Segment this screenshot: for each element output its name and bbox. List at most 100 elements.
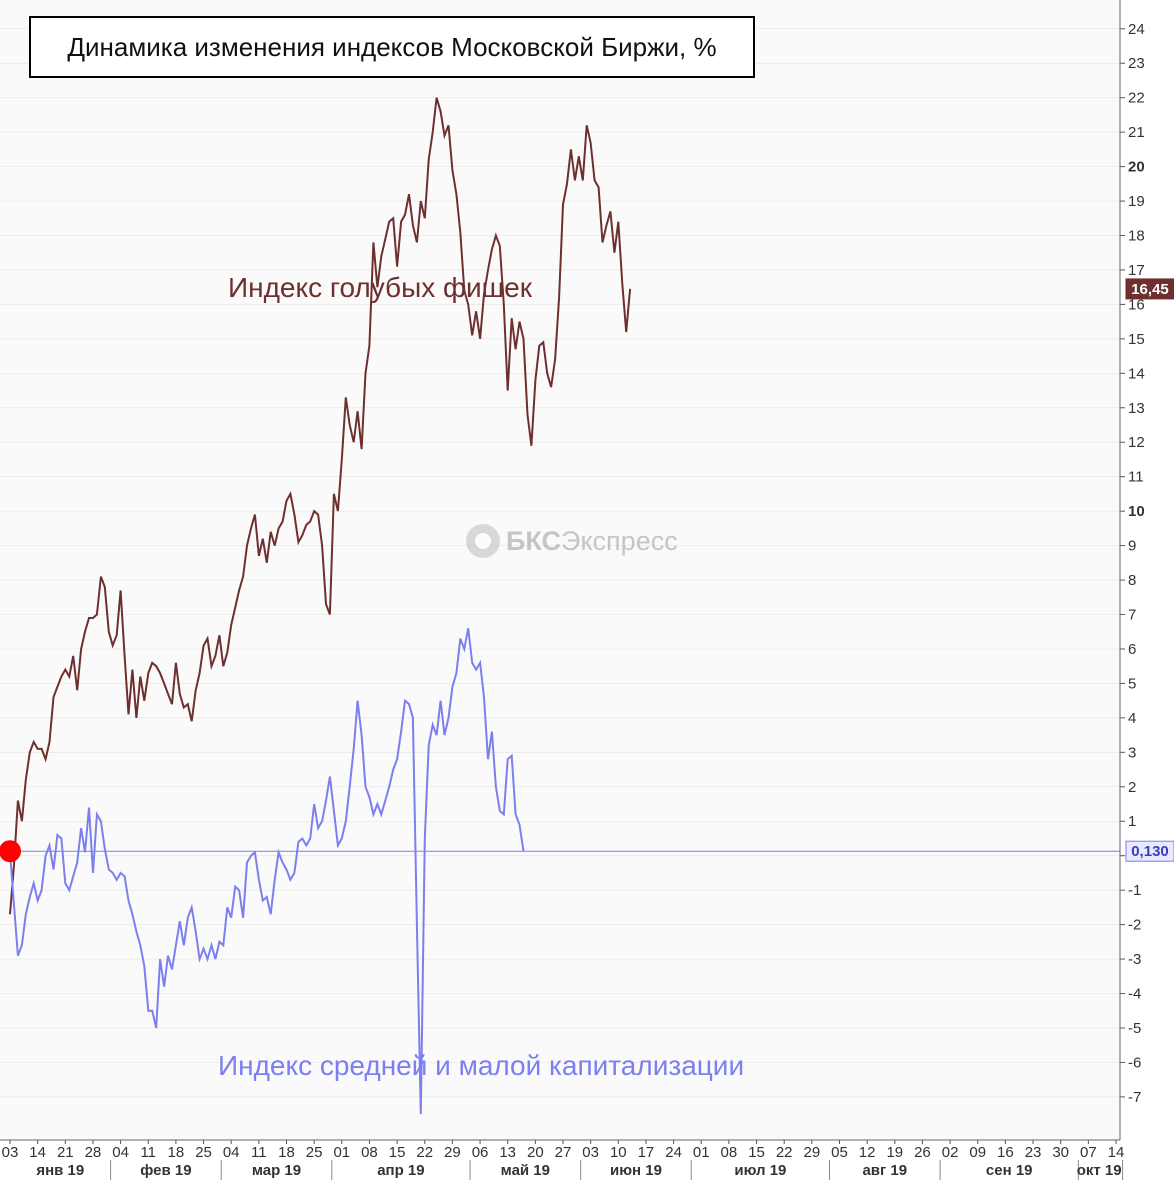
x-month-label: апр 19: [377, 1162, 424, 1179]
watermark-brand-regular: Экспресс: [561, 525, 678, 556]
x-tick-label: 13: [499, 1144, 516, 1161]
y-tick-label: -2: [1128, 917, 1141, 934]
x-month-label: май 19: [501, 1162, 550, 1179]
x-tick-label: 18: [278, 1144, 295, 1161]
x-tick-label: 15: [748, 1144, 765, 1161]
x-month-label: янв 19: [36, 1162, 84, 1179]
plot-background: [0, 0, 1120, 1140]
x-tick-label: 30: [1052, 1144, 1069, 1161]
y-tick-label: 22: [1128, 90, 1145, 107]
x-tick-label: 06: [472, 1144, 489, 1161]
x-tick-label: 28: [85, 1144, 102, 1161]
y-tick-label: 5: [1128, 675, 1136, 692]
y-axis: -7-6-5-4-3-2-101234567891011121314151617…: [1119, 0, 1145, 1140]
y-tick-label: -5: [1128, 1020, 1141, 1037]
x-tick-label: 10: [610, 1144, 627, 1161]
y-tick-label: -3: [1128, 951, 1141, 968]
x-tick-label: 25: [306, 1144, 323, 1161]
y-tick-label: 6: [1128, 641, 1136, 658]
y-tick-label: 13: [1128, 400, 1145, 417]
series-label-small-mid: Индекс средней и малой капитализации: [218, 1050, 745, 1081]
y-tick-label: -7: [1128, 1089, 1141, 1106]
x-tick-label: 11: [251, 1144, 267, 1161]
y-tick-label: 17: [1128, 262, 1145, 279]
y-tick-label: 3: [1128, 744, 1136, 761]
x-tick-label: 25: [195, 1144, 212, 1161]
x-month-label: авг 19: [862, 1162, 907, 1179]
x-tick-label: 29: [444, 1144, 461, 1161]
x-tick-label: 26: [914, 1144, 931, 1161]
y-tick-label: 2: [1128, 779, 1136, 796]
x-tick-label: 21: [57, 1144, 74, 1161]
last-value-badge: [1125, 840, 1174, 862]
y-tick-label: -1: [1128, 882, 1141, 899]
y-tick-label: 21: [1128, 124, 1145, 141]
y-tick-label: 23: [1128, 55, 1145, 72]
last-value-label: 0,130: [1131, 843, 1169, 860]
x-tick-label: 22: [416, 1144, 433, 1161]
x-tick-label: 08: [721, 1144, 738, 1161]
x-tick-label: 24: [665, 1144, 682, 1161]
x-tick-label: 05: [831, 1144, 848, 1161]
y-tick-label: 24: [1128, 21, 1145, 38]
x-tick-label: 23: [1025, 1144, 1042, 1161]
x-tick-label: 02: [942, 1144, 959, 1161]
x-month-label: июл 19: [734, 1162, 786, 1179]
last-value-badge: [1125, 278, 1174, 300]
x-tick-label: 03: [582, 1144, 599, 1161]
x-month-label: фев 19: [140, 1162, 191, 1179]
x-tick-label: 15: [389, 1144, 406, 1161]
x-tick-label: 11: [140, 1144, 156, 1161]
x-tick-label: 20: [527, 1144, 544, 1161]
x-axis: 03 14 21 28 04 11 18 25 04 11 18 25 01 08 15 22 29 06 13 20…: [0, 1139, 1125, 1180]
last-value-labels: 16,45 0,130: [1125, 278, 1174, 862]
x-tick-label: 27: [555, 1144, 572, 1161]
x-tick-label: 07: [1080, 1144, 1097, 1161]
x-tick-label: 17: [638, 1144, 655, 1161]
x-tick-label: 16: [997, 1144, 1014, 1161]
y-tick-label: 1: [1128, 813, 1136, 830]
x-tick-label: 01: [693, 1144, 710, 1161]
x-tick-label: 14: [1108, 1144, 1125, 1161]
y-tick-label: 11: [1128, 469, 1144, 486]
x-tick-label: 14: [29, 1144, 46, 1161]
watermark-logo-icon: [466, 524, 500, 558]
watermark-brand-bold: БКС: [506, 525, 562, 556]
small-mid-series-line: [9, 628, 525, 1115]
x-tick-label: 22: [776, 1144, 793, 1161]
x-tick-label: 01: [333, 1144, 350, 1161]
chart-title: Динамика изменения индексов Московской Б…: [29, 16, 755, 78]
y-tick-label: 9: [1128, 538, 1136, 555]
x-month-label: мар 19: [252, 1162, 301, 1179]
x-tick-label: 08: [361, 1144, 378, 1161]
y-tick-label: 10: [1128, 503, 1145, 520]
x-tick-label: 12: [859, 1144, 876, 1161]
y-tick-label: 4: [1128, 710, 1136, 727]
y-tick-label: 7: [1128, 607, 1136, 624]
y-tick-label: 19: [1128, 193, 1145, 210]
x-tick-label: 03: [2, 1144, 19, 1161]
x-tick-label: 09: [969, 1144, 986, 1161]
y-tick-label: 12: [1128, 434, 1145, 451]
y-tick-label: 15: [1128, 331, 1145, 348]
series-label-blue-chips: Индекс голубых фишек: [228, 272, 532, 303]
x-month-label: июн 19: [610, 1162, 662, 1179]
watermark: БКСЭкспресс: [466, 520, 710, 562]
x-tick-label: 18: [168, 1144, 185, 1161]
x-tick-label: 04: [223, 1144, 240, 1161]
y-tick-label: 14: [1128, 365, 1145, 382]
y-tick-label: 16: [1128, 296, 1145, 313]
start-marker: [0, 840, 21, 863]
x-month-label: окт 19: [1077, 1162, 1122, 1179]
x-month-label: сен 19: [986, 1162, 1033, 1179]
y-tick-label: 20: [1128, 159, 1145, 176]
y-tick-label: 18: [1128, 228, 1145, 245]
blue-chips-series-line: [9, 97, 632, 915]
last-value-label: 16,45: [1131, 281, 1169, 298]
y-tick-label: 8: [1128, 572, 1136, 589]
y-tick-label: -6: [1128, 1054, 1141, 1071]
x-tick-label: 04: [112, 1144, 129, 1161]
x-tick-label: 19: [886, 1144, 903, 1161]
y-tick-label: -4: [1128, 986, 1141, 1003]
